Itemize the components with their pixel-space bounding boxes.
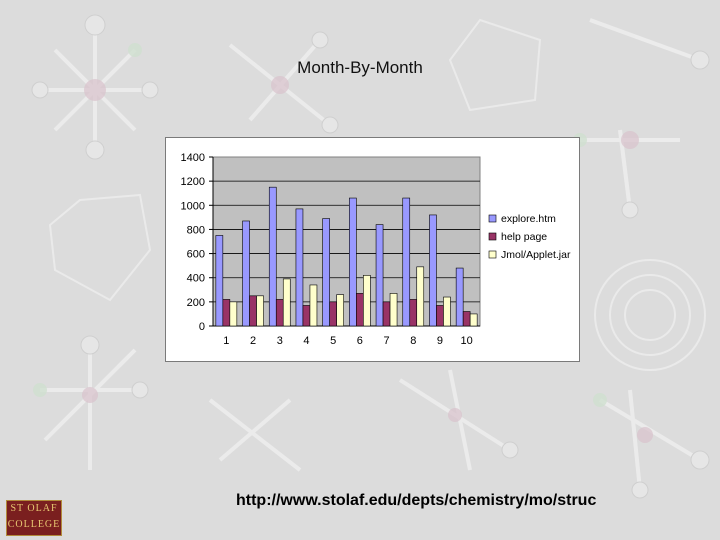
- source-url: http://www.stolaf.edu/depts/chemistry/mo…: [236, 492, 597, 509]
- x-tick-label: 5: [330, 335, 336, 347]
- x-tick-label: 4: [303, 335, 309, 347]
- x-tick-label: 8: [410, 335, 416, 347]
- bar-s2-9: [436, 305, 444, 327]
- y-tick-label: 1000: [181, 200, 205, 212]
- bar-s2-1: [222, 299, 231, 327]
- bar-s1-8: [402, 197, 411, 327]
- y-tick-label: 200: [187, 297, 205, 309]
- y-tick-label: 400: [187, 273, 205, 285]
- y-tick-label: 800: [187, 224, 205, 236]
- x-tick-label: 6: [357, 335, 363, 347]
- bar-s1-9: [429, 214, 437, 327]
- x-tick-label: 3: [277, 335, 283, 347]
- bar-s1-5: [322, 218, 330, 327]
- slide-title: Month-By-Month: [297, 58, 423, 77]
- bar-s3-1: [229, 301, 238, 327]
- bar-s2-2: [249, 295, 257, 327]
- bar-chart: 0 200 400 600 800 1000 1200 1400 1 2 3 4 5 6 7 8 9 10 expl…: [181, 152, 571, 347]
- bar-s2-4: [302, 305, 311, 327]
- bar-s1-6: [349, 197, 357, 327]
- legend-label-1: explore.htm: [501, 213, 556, 225]
- y-tick-label: 1200: [181, 176, 205, 188]
- bar-s3-4: [309, 284, 318, 327]
- bar-s1-7: [375, 224, 384, 327]
- bar-s3-3: [282, 278, 291, 327]
- y-tick-label: 1400: [181, 152, 205, 164]
- bar-s2-6: [356, 293, 364, 327]
- bar-s3-5: [336, 294, 344, 327]
- logo-bottom-text: COLLEGE: [7, 519, 61, 530]
- bar-s1-10: [455, 267, 464, 327]
- bar-s1-1: [215, 235, 224, 327]
- college-logo: ST OLAF COLLEGE: [6, 500, 62, 536]
- bar-s1-2: [242, 220, 250, 327]
- bar-s3-7: [389, 293, 398, 327]
- bar-s3-10: [469, 313, 478, 327]
- bar-s3-8: [416, 266, 425, 327]
- bar-s3-6: [363, 275, 371, 327]
- x-tick-label: 2: [250, 335, 256, 347]
- legend-label-2: help page: [501, 231, 547, 243]
- bar-s2-3: [275, 299, 284, 327]
- bar-s2-10: [462, 311, 471, 327]
- x-tick-label: 10: [461, 335, 473, 347]
- logo-top-text: ST OLAF: [10, 503, 58, 514]
- bar-s3-9: [443, 296, 451, 327]
- bar-s1-3: [268, 186, 277, 327]
- legend-swatch-3: [488, 250, 497, 259]
- x-tick-label: 1: [223, 335, 229, 347]
- chart-panel: 0 200 400 600 800 1000 1200 1400 1 2 3 4 5 6 7 8 9 10 expl…: [165, 137, 580, 362]
- x-tick-label: 9: [437, 335, 443, 347]
- x-tick-label: 7: [383, 335, 389, 347]
- bar-s1-4: [295, 208, 304, 327]
- bar-s2-8: [409, 299, 418, 327]
- legend-swatch-2: [488, 232, 497, 241]
- legend-label-3: Jmol/Applet.jar: [501, 249, 571, 261]
- y-tick-label: 0: [199, 321, 205, 333]
- y-tick-label: 600: [187, 249, 205, 261]
- bar-s2-7: [382, 301, 391, 327]
- bar-s2-5: [329, 301, 337, 327]
- bar-s3-2: [256, 295, 264, 327]
- legend-swatch-1: [488, 214, 497, 223]
